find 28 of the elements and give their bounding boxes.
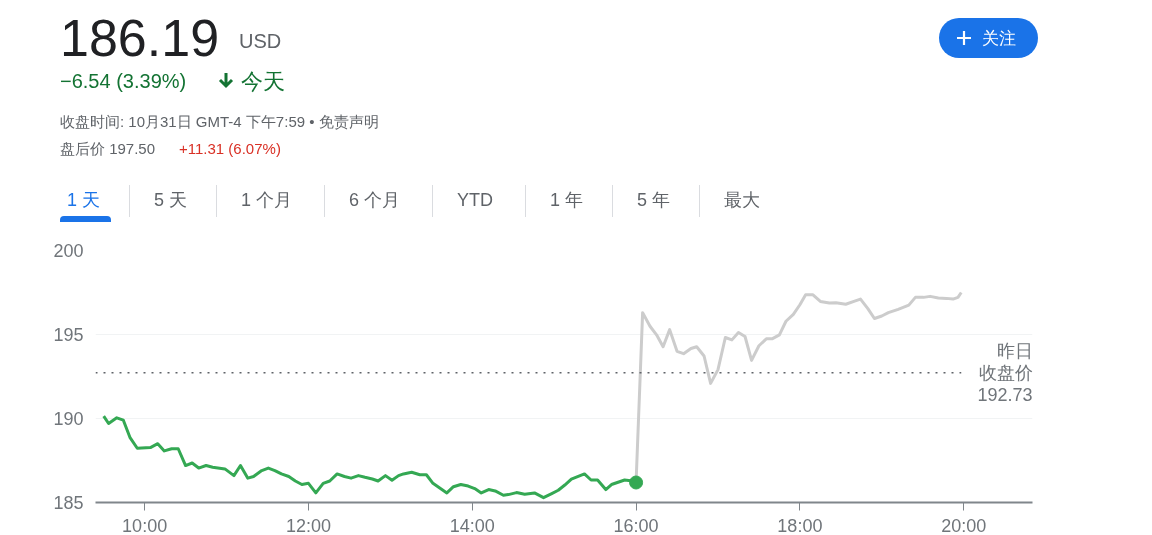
text: 最大	[724, 189, 760, 212]
text: 5 天	[154, 189, 188, 212]
text: +11.31 (6.07%)	[179, 139, 281, 159]
x-tick-label: 16:00	[613, 515, 659, 535]
text: 5 年	[637, 189, 671, 212]
text: 1 年	[550, 189, 584, 212]
text: 收盘时间: 10月31日 GMT-4 下午7:59 • 免责声明	[60, 112, 379, 132]
annotation: 192.73	[977, 385, 1033, 406]
text: 6 个月	[349, 189, 401, 212]
ref-line-label: 昨日收盘价	[978, 340, 1033, 383]
chart-title: 186.19	[60, 9, 220, 67]
y-tick-label: 185	[53, 493, 84, 513]
text: 今天	[241, 68, 285, 96]
y-tick-label: 200	[53, 241, 84, 261]
text: 1 个月	[241, 189, 293, 212]
y-tick-label: 195	[53, 325, 84, 345]
text: 1 天	[67, 189, 101, 212]
text: 盘后价 197.50	[60, 139, 156, 159]
x-tick-label: 12:00	[285, 515, 331, 535]
x-tick-label: 10:00	[122, 515, 168, 535]
x-tick-label: 20:00	[941, 515, 987, 535]
text: USD	[239, 29, 282, 54]
y-tick-label: 190	[53, 409, 84, 429]
x-tick-label: 18:00	[777, 515, 823, 535]
text: −6.54 (3.39%)	[60, 69, 187, 94]
x-tick-label: 14:00	[449, 515, 495, 535]
text: YTD	[457, 189, 493, 212]
text: 关注	[982, 28, 1016, 50]
